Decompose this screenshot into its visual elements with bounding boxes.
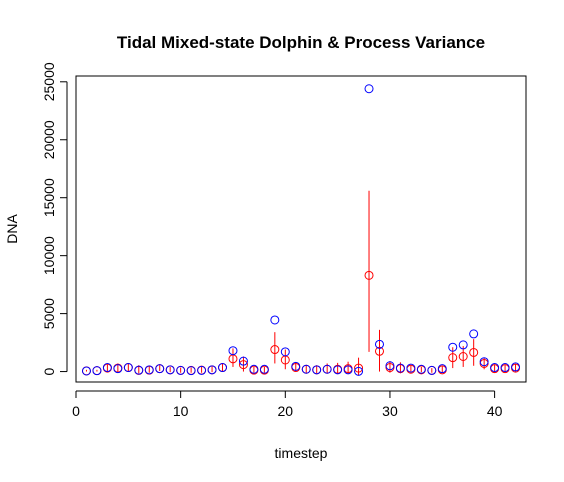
x-tick-label: 40 [487,403,503,419]
chart-title: Tidal Mixed-state Dolphin & Process Vari… [117,33,485,52]
observed-point [365,85,373,93]
interval-lines [86,191,515,375]
y-tick-label: 10000 [41,236,57,275]
estimate-points [82,271,519,375]
observed-points [82,85,519,376]
y-tick-label: 5000 [41,298,57,329]
x-tick-label: 0 [72,403,80,419]
y-tick-label: 25000 [41,62,57,101]
y-tick-label: 15000 [41,178,57,217]
observed-point [271,316,279,324]
x-axis-label: timestep [275,445,328,461]
y-axis: 0 5000 10000 15000 20000 25000 [41,62,67,375]
y-tick-label: 20000 [41,120,57,159]
x-tick-label: 30 [382,403,398,419]
x-tick-label: 20 [278,403,294,419]
x-axis: 0 10 20 30 40 [72,391,503,419]
y-axis-label: DNA [4,214,20,244]
x-tick-label: 10 [173,403,189,419]
observed-point [470,330,478,338]
plot-frame [76,76,526,382]
y-tick-label: 0 [41,367,57,375]
